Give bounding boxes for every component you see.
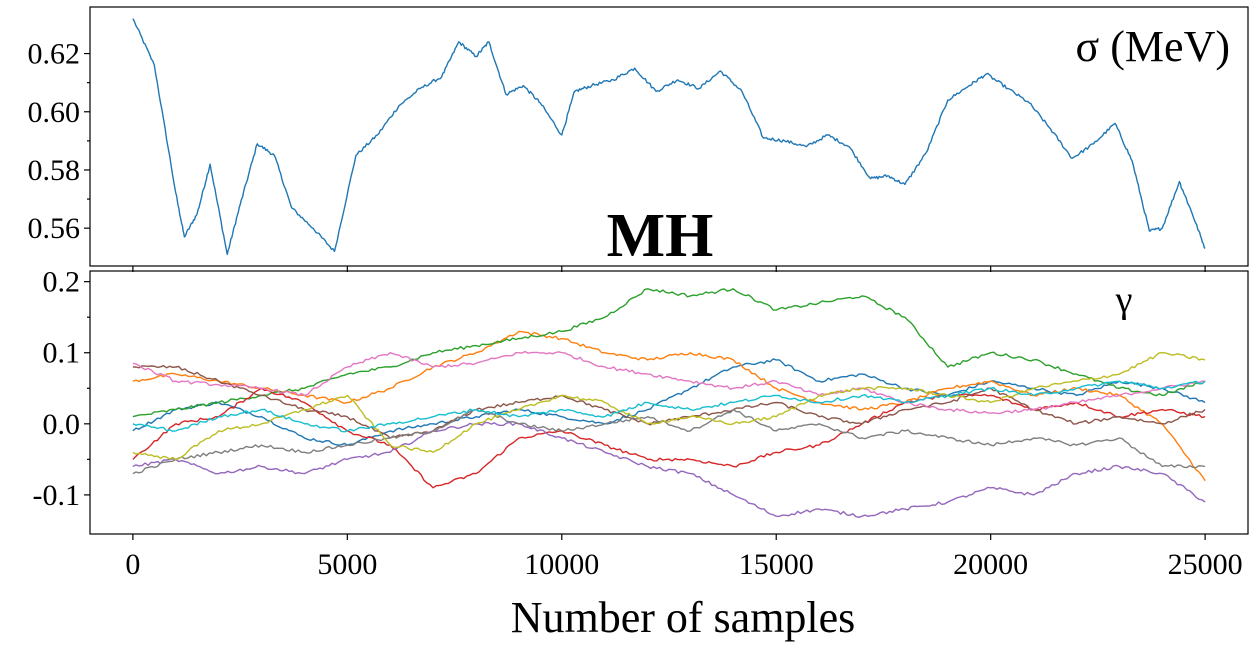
gamma-series-group: [132, 288, 1206, 518]
x-tick-label: 25000: [1168, 548, 1243, 581]
x-tick-label: 15000: [739, 548, 814, 581]
sigma-trace-panel: 0.56 0.58 0.60 0.62 σ (MeV) MH: [28, 6, 1249, 272]
gamma-trace-panel: -0.10.00.10.2 0 5000 10000 15000 20000 25000 …: [33, 266, 1249, 581]
sigma-panel-frame: [89, 6, 1249, 267]
sigma-y-axis: 0.56 0.58 0.60 0.62: [28, 38, 90, 245]
series-line-gamma-1: [132, 358, 1206, 446]
y-tick-label: 0.2: [43, 266, 81, 299]
sigma-annotation: σ (MeV): [1076, 22, 1230, 71]
gamma-panel-frame: [89, 270, 1249, 535]
x-tick-label: 0: [125, 548, 140, 581]
gamma-x-axis: 0 5000 10000 15000 20000 25000: [125, 534, 1243, 581]
series-line-gamma-6: [132, 365, 1206, 439]
series-line-gamma-2: [132, 330, 1206, 482]
series-line-sigma: [132, 18, 1206, 256]
x-tick-label: 20000: [953, 548, 1028, 581]
y-tick-label: 0.56: [28, 212, 81, 245]
y-tick-label: 0.62: [28, 38, 81, 71]
sigma-series-group: [132, 18, 1206, 256]
y-tick-label: 0.0: [43, 408, 81, 441]
series-line-gamma-7: [132, 350, 1206, 415]
series-line-gamma-3: [132, 288, 1206, 418]
y-tick-label: 0.1: [43, 337, 81, 370]
y-tick-label: 0.58: [28, 154, 81, 187]
x-tick-label: 10000: [524, 548, 599, 581]
x-tick-label: 5000: [317, 548, 377, 581]
y-tick-label: -0.1: [33, 479, 81, 512]
y-tick-label: 0.60: [28, 96, 81, 129]
series-line-gamma-10: [132, 380, 1206, 433]
series-line-gamma-5: [132, 421, 1206, 518]
series-line-gamma-9: [132, 352, 1206, 461]
series-line-gamma-8: [132, 408, 1206, 475]
mh-annotation: MH: [607, 202, 714, 270]
gamma-y-axis: -0.1 0.0 0.1 0.2: [33, 266, 90, 512]
gamma-annotation: γ: [1115, 279, 1133, 321]
x-axis-label: Number of samples: [511, 593, 856, 642]
